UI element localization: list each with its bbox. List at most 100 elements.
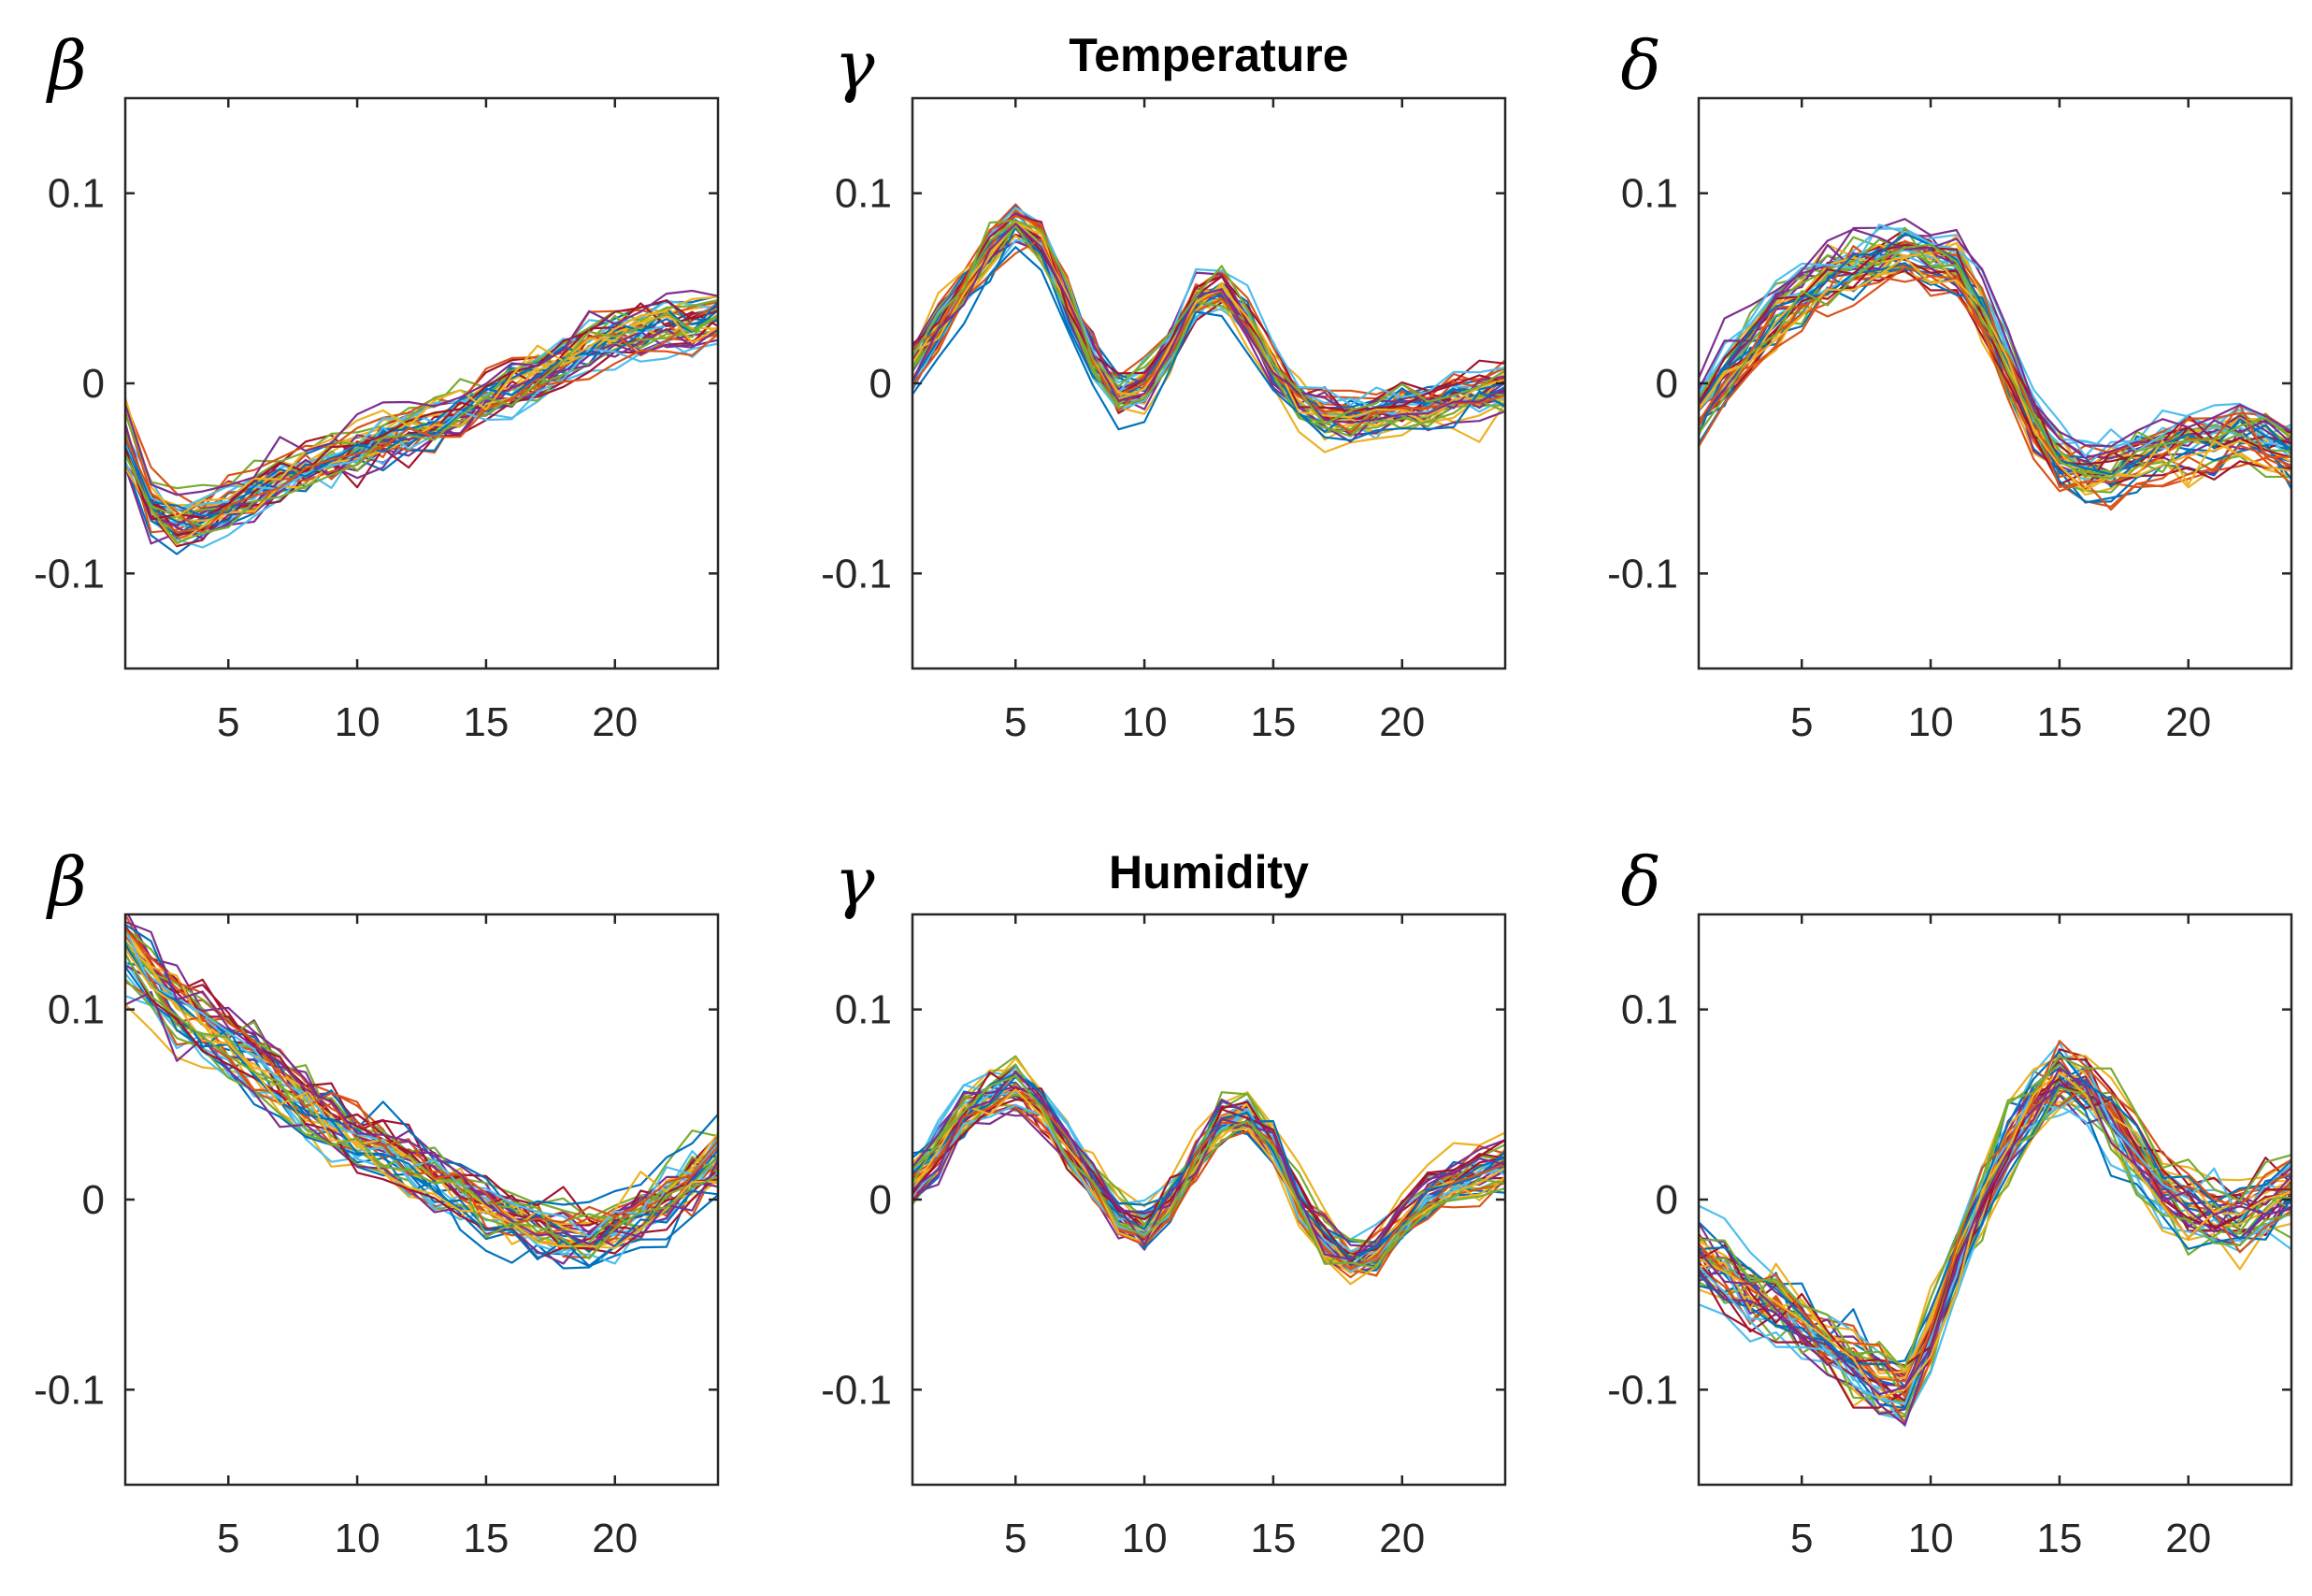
series-line-28: [1699, 1077, 2291, 1402]
x-tick-label: 5: [217, 1516, 239, 1561]
series-line-1: [125, 295, 718, 521]
series-line-38: [125, 948, 718, 1250]
series-line-33: [125, 942, 718, 1251]
series-line-36: [912, 246, 1505, 441]
x-tick-label: 15: [2036, 1516, 2082, 1561]
x-tick-label: 5: [1004, 1516, 1027, 1561]
series-line-38: [1699, 1071, 2291, 1400]
series-line-1: [1699, 1069, 2291, 1374]
series-line-38: [125, 309, 718, 518]
series-line-33: [912, 1093, 1505, 1267]
series-line-40: [1699, 243, 2291, 480]
y-tick-label: 0: [1656, 361, 1678, 407]
series-line-29: [912, 226, 1505, 433]
series-line-30: [912, 237, 1505, 415]
series-line-12: [1699, 1080, 2291, 1418]
y-axis-label: δ: [1620, 842, 1660, 921]
x-tick-label: 10: [335, 1516, 381, 1561]
series-line-40: [125, 954, 718, 1260]
series-line-34: [125, 342, 718, 512]
y-axis-label: β: [45, 26, 87, 105]
x-tick-label: 20: [2165, 699, 2211, 745]
series-line-37: [1699, 1040, 2291, 1399]
series-line-35: [912, 1099, 1505, 1264]
series-line-39: [1699, 228, 2291, 448]
y-tick-label: 0.1: [1621, 171, 1678, 217]
x-tick-label: 5: [217, 699, 239, 745]
series-line-6: [1699, 1103, 2291, 1422]
series-line-36: [125, 300, 718, 517]
series-line-29: [125, 308, 718, 529]
series-line-16: [125, 926, 718, 1252]
series-line-34: [912, 206, 1505, 407]
y-tick-label: 0: [82, 361, 105, 407]
series-line-34: [1699, 1055, 2291, 1406]
series-line-19: [1699, 1082, 2291, 1403]
series-line-40: [912, 219, 1505, 425]
y-tick-label: -0.1: [34, 551, 105, 597]
axes-frame: [123, 96, 720, 670]
y-tick-label: 0.1: [835, 171, 892, 217]
series-line-40: [1699, 1055, 2291, 1369]
x-tick-label: 10: [335, 699, 381, 745]
series-line-29: [125, 949, 718, 1253]
series-line-35: [1699, 1057, 2291, 1367]
panel-temperature-beta: 5 10 15 20 0.1 0 -0.1 β: [34, 26, 720, 745]
y-tick-label: -0.1: [1607, 551, 1678, 597]
series-line-30: [125, 944, 718, 1237]
series-group: [912, 203, 1505, 453]
axes-frame: [911, 96, 1507, 670]
series-line-31: [1699, 1053, 2291, 1373]
x-tick-label: 15: [463, 1516, 509, 1561]
series-line-38: [1699, 256, 2291, 493]
y-tick-label: 0: [869, 1177, 892, 1223]
x-tick-label: 5: [1790, 1516, 1813, 1561]
x-tick-label: 20: [592, 699, 638, 745]
x-tick-label: 10: [1908, 1516, 1954, 1561]
y-axis-label: β: [45, 842, 87, 921]
series-line-30: [1699, 239, 2291, 464]
series-line-18: [1699, 1094, 2291, 1416]
series-line-16: [1699, 263, 2291, 489]
x-tick-label: 15: [1250, 699, 1296, 745]
series-line-37: [125, 333, 718, 535]
series-line-37: [125, 927, 718, 1225]
series-line-36: [1699, 1050, 2291, 1366]
panel-humidity-gamma: 5 10 15 20 0.1 0 -0.1 γ: [821, 842, 1507, 1561]
y-tick-label: 0.1: [48, 171, 105, 217]
y-axis-label: δ: [1620, 26, 1660, 105]
axes-frame: [1697, 96, 2293, 670]
series-line-23: [1699, 275, 2291, 511]
x-tick-label: 10: [1908, 699, 1954, 745]
y-tick-label: -0.1: [821, 1367, 892, 1413]
x-tick-label: 20: [1379, 699, 1425, 745]
series-line-35: [125, 953, 718, 1260]
series-line-39: [1699, 1067, 2291, 1396]
series-group: [125, 914, 718, 1270]
series-line-33: [125, 298, 718, 518]
series-line-32: [1699, 1075, 2291, 1427]
series-line-39: [125, 920, 718, 1245]
series-line-40: [125, 311, 718, 544]
series-line-28: [1699, 258, 2291, 491]
y-tick-label: 0.1: [1621, 987, 1678, 1033]
series-group: [125, 289, 718, 555]
y-tick-label: -0.1: [34, 1367, 105, 1413]
x-tick-label: 20: [1379, 1516, 1425, 1561]
series-line-35: [125, 299, 718, 521]
x-tick-label: 5: [1790, 699, 1813, 745]
x-tick-label: 15: [1250, 1516, 1296, 1561]
y-tick-label: 0.1: [48, 987, 105, 1033]
x-tick-label: 20: [2165, 1516, 2211, 1561]
series-line-40: [912, 1074, 1505, 1270]
row-title-humidity: Humidity: [1109, 846, 1309, 899]
panel-humidity-delta: 5 10 15 20 0.1 0 -0.1 δ: [1607, 842, 2293, 1561]
row-title-temperature: Temperature: [1069, 29, 1348, 81]
x-tick-label: 15: [2036, 699, 2082, 745]
series-group: [1699, 218, 2291, 511]
series-line-29: [1699, 1083, 2291, 1410]
series-line-33: [1699, 1086, 2291, 1398]
x-tick-label: 20: [592, 1516, 638, 1561]
x-tick-label: 15: [463, 699, 509, 745]
y-tick-label: 0.1: [835, 987, 892, 1033]
